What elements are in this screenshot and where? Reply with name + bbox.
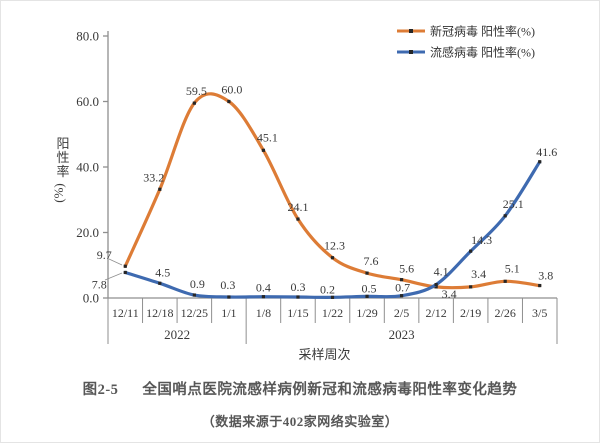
data-point-marker (399, 278, 404, 282)
covid-data-labels: 9.7 33.2 59.5 60.0 45.1 24.1 12.3 7.6 5.6 3.4 3.4 5… (97, 83, 553, 301)
figure-caption: 图2-5 全国哨点医院流感样病例新冠和流感病毒阳性率变化趋势 (1, 378, 599, 399)
data-label: 5.1 (505, 261, 520, 275)
x-tick-label: 2/19 (460, 306, 481, 320)
x-tick-label: 1/29 (356, 306, 377, 320)
data-point-marker (123, 264, 127, 268)
figure-source: （数据来源于402家网络实验室） (201, 414, 399, 429)
legend-label: 流感病毒 阳性率(%) (430, 45, 535, 60)
data-label: 5.6 (399, 262, 414, 276)
x-tick-label: 3/5 (532, 306, 547, 320)
data-point-marker (296, 217, 300, 221)
data-point-marker (469, 249, 473, 253)
year-label: 2023 (389, 327, 415, 342)
data-point-marker (330, 295, 335, 299)
x-tick-label: 2/26 (495, 306, 516, 320)
data-point-marker (227, 99, 231, 104)
data-label: 0.4 (256, 281, 271, 295)
legend-item-covid: 新冠病毒 阳性率(%) (397, 24, 535, 39)
data-label: 0.3 (290, 280, 305, 294)
x-tick-label: 1/15 (287, 306, 308, 320)
x-tick-label: 1/22 (322, 306, 343, 320)
data-label: 0.2 (320, 282, 335, 296)
svg-text:阳: 阳 (56, 136, 69, 151)
flu-data-labels: 7.8 4.5 0.9 0.3 0.4 0.3 0.2 0.5 0.7 4.1 14.3 25.1 41… (92, 145, 557, 297)
x-tick-label: 12/18 (146, 306, 173, 320)
data-label: 0.7 (395, 281, 410, 295)
svg-text:(%): (%) (51, 183, 66, 203)
data-label: 33.2 (143, 170, 164, 184)
data-label: 41.6 (536, 145, 557, 159)
data-point-marker (296, 295, 300, 299)
covid-series (123, 92, 542, 290)
y-tick-label: 60.0 (76, 94, 99, 109)
data-point-marker (261, 148, 266, 152)
data-label: 0.5 (362, 281, 377, 295)
data-label: 60.0 (221, 83, 242, 97)
y-axis: 0.0 20.0 40.0 60.0 80.0 (76, 29, 109, 306)
data-point-marker (503, 214, 507, 218)
legend-marker (409, 29, 413, 33)
year-label: 2022 (164, 327, 190, 342)
svg-text:性: 性 (56, 150, 69, 165)
data-label: 3.4 (442, 287, 457, 301)
data-point-marker (192, 101, 196, 105)
data-label: 14.3 (471, 233, 492, 247)
data-point-marker (192, 293, 196, 297)
data-point-marker (123, 270, 127, 275)
x-tick-label: 1/1 (221, 306, 236, 320)
data-label: 45.1 (257, 130, 278, 144)
data-point-marker (434, 282, 438, 287)
legend-label: 新冠病毒 阳性率(%) (430, 24, 535, 39)
data-label: 4.5 (155, 265, 170, 279)
data-point-marker (158, 187, 162, 191)
x-tick-label: 2/12 (425, 306, 446, 320)
x-tick-label: 12/11 (112, 306, 139, 320)
data-point-marker (227, 295, 231, 299)
data-point-marker (365, 294, 369, 298)
y-tick-label: 0.0 (83, 291, 99, 306)
flu-series (123, 160, 542, 299)
legend: 新冠病毒 阳性率(%) 流感病毒 阳性率(%) (397, 24, 535, 60)
y-axis-title: 阳性率 (%) (51, 136, 70, 203)
data-point-marker (365, 271, 369, 275)
data-label: 0.3 (220, 278, 235, 292)
positivity-trend-chart: 0.0 20.0 40.0 60.0 80.0 阳性率 (%) 12/11 12/18 12/25… (51, 24, 558, 362)
data-point-marker (503, 279, 507, 283)
data-label: 24.1 (287, 200, 308, 214)
legend-item-flu: 流感病毒 阳性率(%) (397, 45, 535, 60)
legend-marker (409, 50, 413, 54)
data-label: 3.8 (538, 269, 553, 283)
data-point-marker (538, 283, 542, 288)
y-tick-label: 20.0 (76, 225, 99, 240)
data-label: 3.4 (471, 267, 486, 281)
x-tick-label: 1/8 (256, 306, 271, 320)
data-point-marker (399, 294, 404, 298)
y-tick-label: 40.0 (76, 160, 99, 175)
x-axis-title: 采样周次 (298, 347, 350, 362)
y-tick-label: 80.0 (76, 29, 99, 44)
x-tick-label: 12/25 (181, 306, 208, 320)
data-point-marker (469, 285, 473, 289)
data-label: 25.1 (503, 197, 524, 211)
data-point-marker (261, 295, 266, 299)
x-tick-label: 2/5 (394, 306, 409, 320)
data-label: 7.6 (364, 254, 379, 268)
data-point-marker (538, 160, 542, 164)
data-point-marker (158, 281, 162, 285)
data-label: 4.1 (434, 265, 449, 279)
data-label: 59.5 (186, 84, 207, 98)
leader-line (108, 258, 123, 266)
leader-line (104, 272, 123, 281)
figure-number: 图2-5 (82, 382, 119, 398)
data-point-marker (330, 256, 335, 260)
data-point-marker (434, 285, 438, 289)
data-label: 7.8 (92, 277, 107, 291)
figure-title: 全国哨点医院流感样病例新冠和流感病毒阳性率变化趋势 (142, 382, 518, 398)
data-label: 9.7 (97, 248, 112, 262)
svg-text:率: 率 (56, 164, 69, 179)
data-label: 0.9 (190, 277, 205, 291)
x-axis: 12/11 12/18 12/25 1/1 1/8 1/15 1/22 1/29 2/5 2/12… (107, 297, 558, 362)
data-label: 12.3 (324, 239, 345, 253)
